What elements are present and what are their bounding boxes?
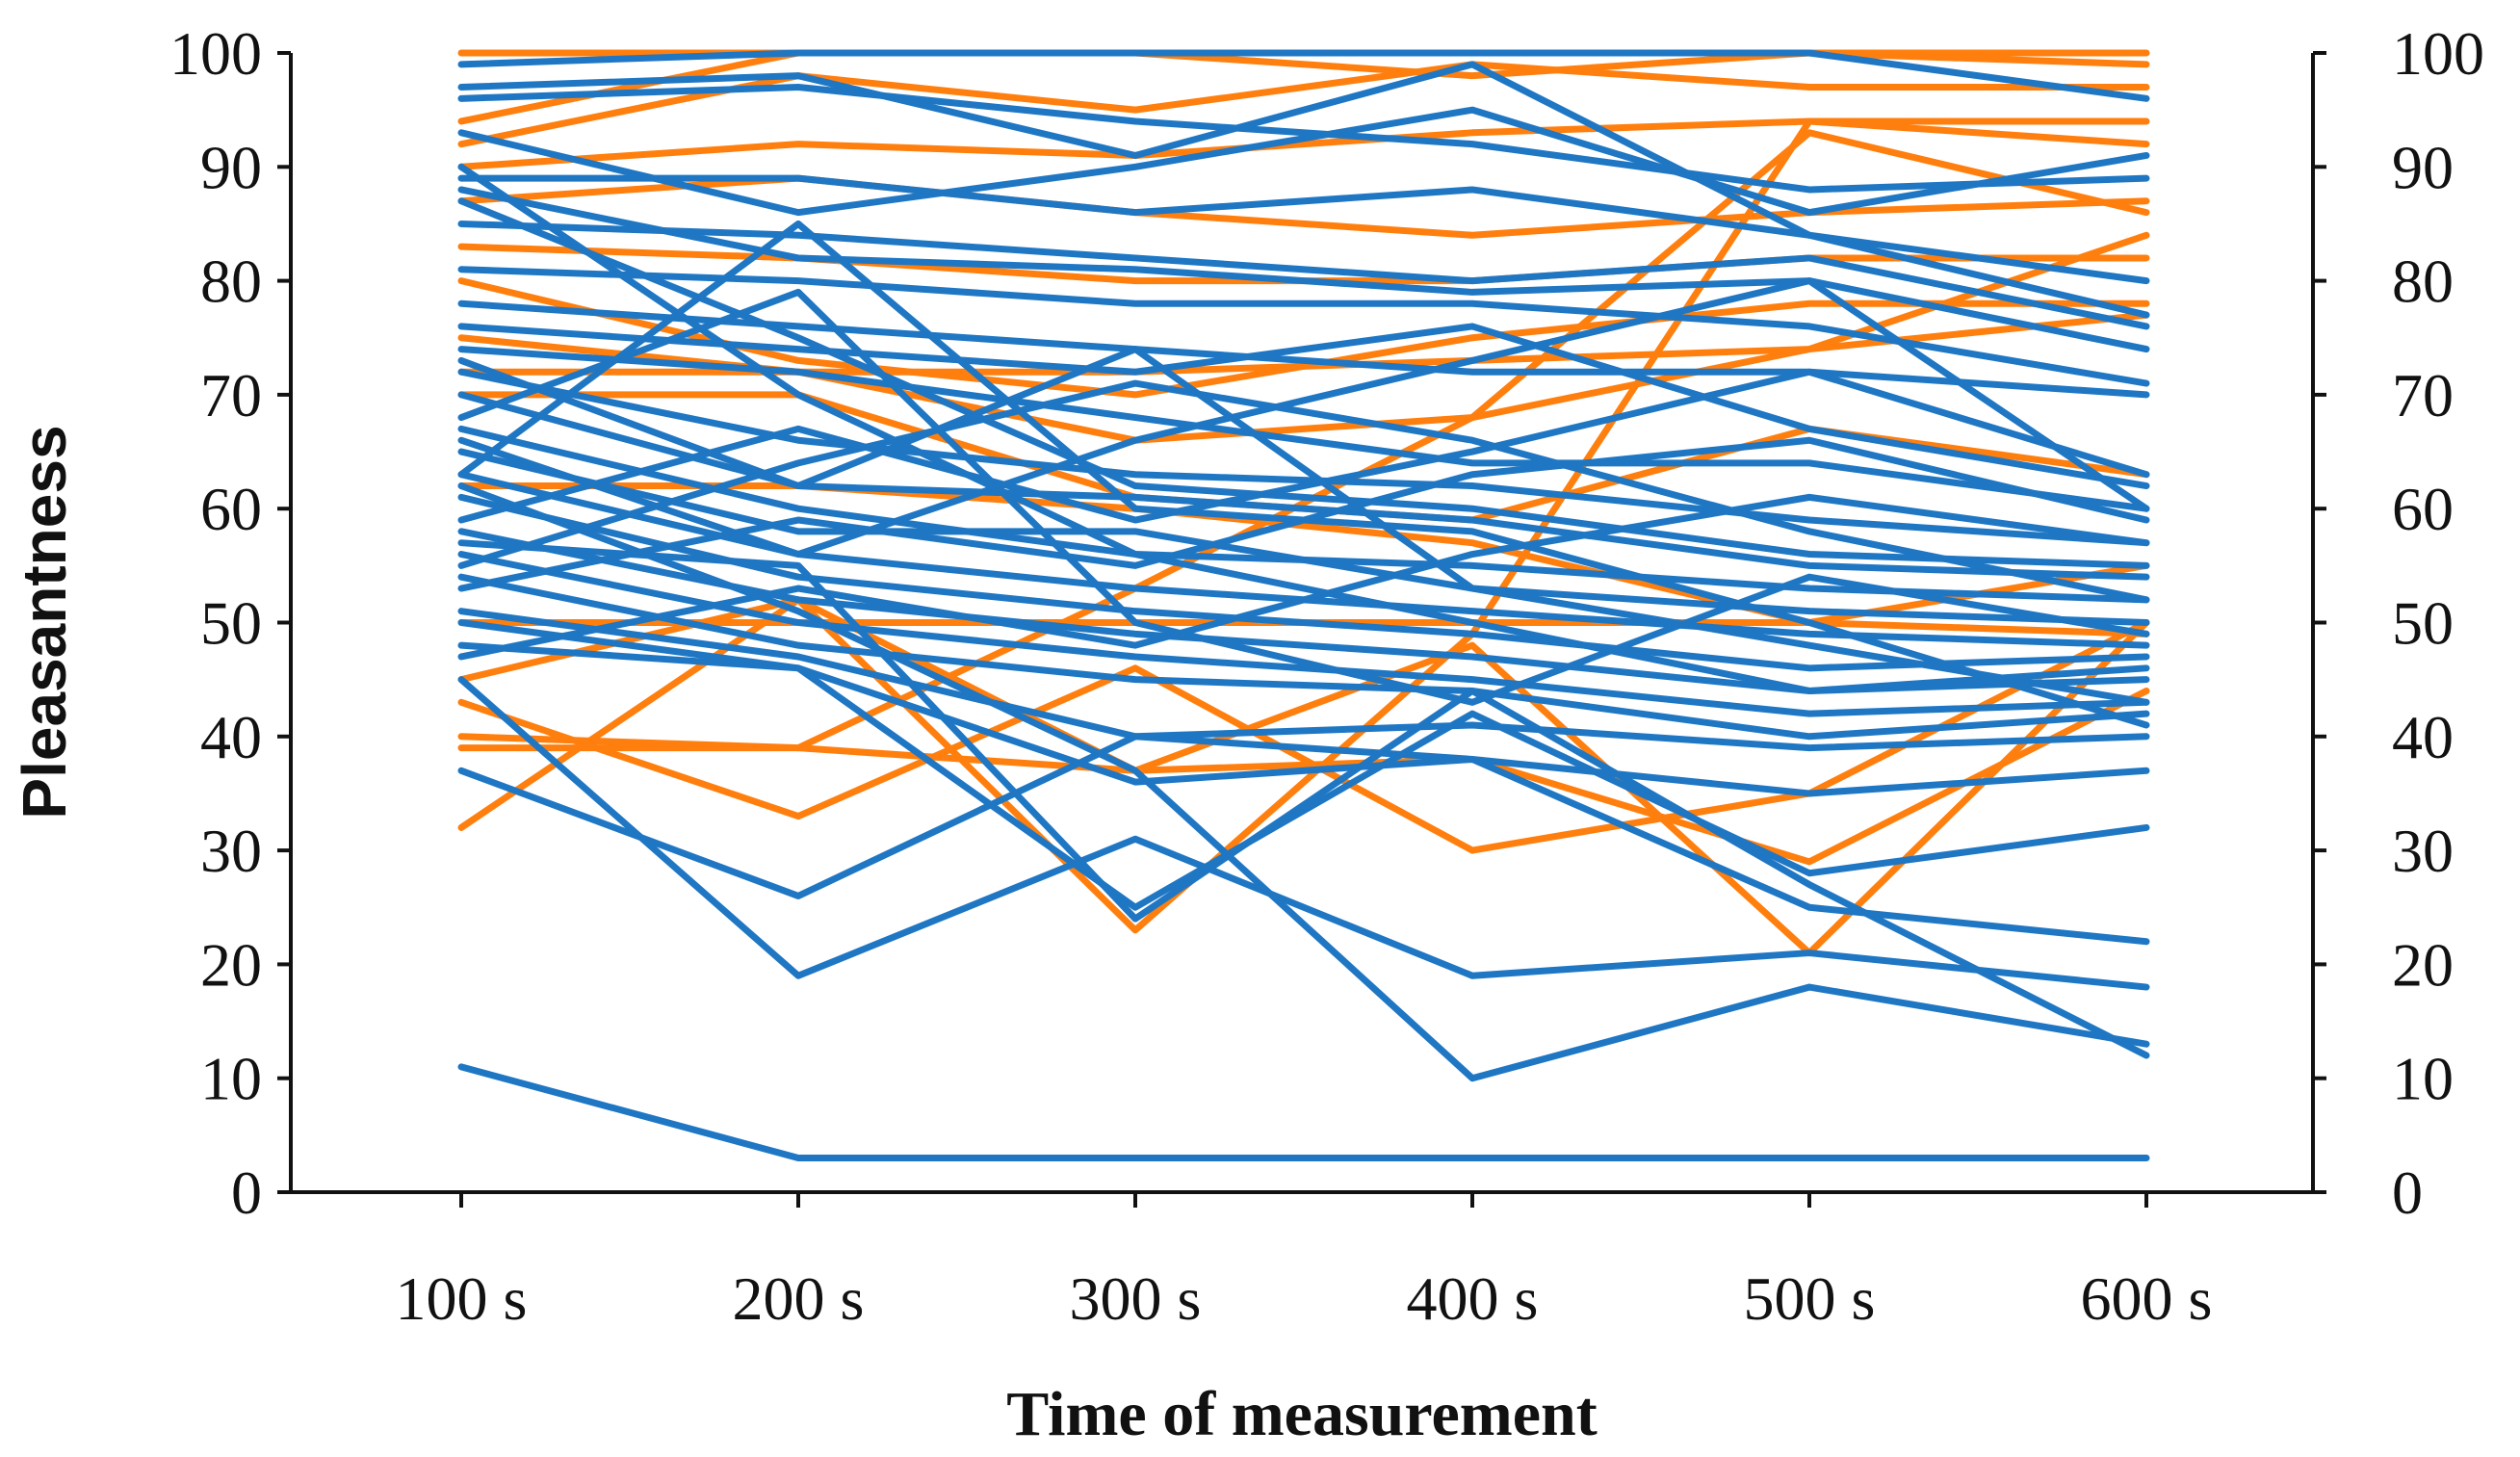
left-y-tick-label: 40 [200,703,262,771]
right-y-tick-label: 80 [2392,247,2454,316]
series-line-o15 [457,687,2150,866]
series-line-b1 [457,49,2150,102]
series-line-b4 [457,106,2150,217]
left-y-tick-label: 10 [200,1045,262,1113]
series-line-b20 [457,573,2150,741]
right-y-tick-label: 20 [2392,930,2454,999]
right-y-tick-label: 40 [2392,703,2454,771]
series-line-b24 [457,163,2150,694]
series-line-b37 [457,539,2150,1059]
right-y-tick-label: 10 [2392,1045,2454,1113]
series-line-b27 [457,379,2150,604]
right-y-tick-label: 0 [2392,1158,2423,1227]
left-y-tick-label: 80 [200,247,262,316]
left-y-tick-label: 100 [169,19,262,88]
series-line-b15 [457,448,2150,626]
series-line-o16 [457,117,2150,934]
x-tick-label: 100 s [396,1264,528,1333]
series-line-b31 [457,493,2150,661]
x-tick-label: 200 s [733,1264,865,1333]
right-y-tick-label: 30 [2392,817,2454,885]
series-line-b9 [457,299,2150,399]
right-y-tick-label: 50 [2392,589,2454,658]
series-line-b8 [457,266,2150,387]
x-tick-label: 300 s [1070,1264,1202,1333]
left-y-tick-label: 60 [200,475,262,543]
series-line-o5 [457,174,2150,239]
series-line-b3 [457,83,2150,194]
left-y-tick-label: 0 [231,1158,262,1227]
right-y-tick-label: 60 [2392,475,2454,543]
series-line-o4 [457,117,2150,170]
series-line-b6 [457,186,2150,353]
x-tick-label: 600 s [2081,1264,2213,1333]
series-line-o2 [457,49,2150,125]
left-y-tick-label: 50 [200,589,262,658]
series-line-b32 [457,436,2150,592]
series-line-b38 [457,1063,2150,1162]
series-line-b26 [457,288,2150,706]
series-line-b29 [457,368,2150,524]
series-line-o9 [457,231,2150,444]
series-layer [457,49,2150,1162]
left-y-tick-label: 70 [200,361,262,429]
series-line-b33 [457,619,2150,911]
left-y-tick-label: 30 [200,817,262,885]
series-line-b35 [457,676,2150,991]
x-tick-label: 400 s [1407,1264,1539,1333]
series-line-b13 [457,391,2150,581]
series-line-b36 [457,482,2150,1082]
series-line-b21 [457,608,2150,752]
ticks-layer: 0 0 10 10 20 20 30 30 40 40 50 50 60 60 70 70 80 80 90 90 10… [169,19,2484,1333]
y-axis-title: Pleasantness [10,425,79,819]
series-line-o14 [457,619,2150,854]
x-axis-title: Time of measurement [1006,1379,1597,1449]
series-line-b10 [457,323,2150,490]
right-y-tick-label: 100 [2392,19,2484,88]
series-line-b7 [457,220,2150,330]
series-line-b30 [457,277,2150,559]
series-line-b19 [457,551,2150,717]
series-line-b22 [457,641,2150,797]
series-line-b28 [457,346,2150,706]
x-tick-label: 500 s [1744,1264,1876,1333]
right-y-tick-label: 70 [2392,361,2454,429]
series-line-b12 [457,368,2150,547]
series-line-o17 [457,129,2150,752]
series-line-b2 [457,61,2150,319]
series-line-b11 [457,346,2150,512]
left-y-tick-label: 90 [200,133,262,201]
right-y-tick-label: 90 [2392,133,2454,201]
series-line-b5 [457,174,2150,285]
left-y-tick-label: 20 [200,930,262,999]
